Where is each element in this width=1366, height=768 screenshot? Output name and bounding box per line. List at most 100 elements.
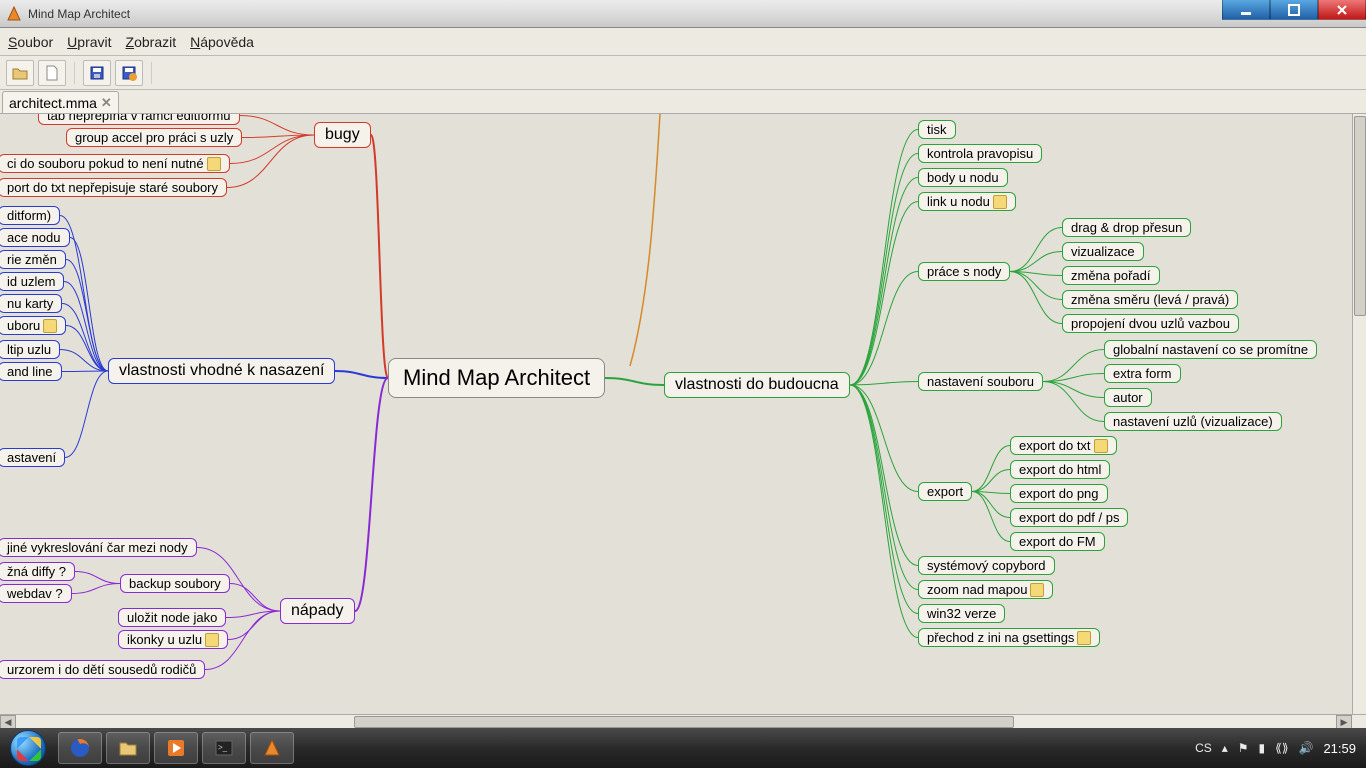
menubar: Soubor Upravit Zobrazit Nápověda (0, 28, 1366, 56)
menu-napoveda[interactable]: Nápověda (190, 34, 254, 50)
toolbar (0, 56, 1366, 90)
mindmap-node[interactable]: tisk (918, 120, 956, 139)
mindmap-node[interactable]: body u nodu (918, 168, 1008, 187)
mindmap-node[interactable]: ci do souboru pokud to není nutné (0, 154, 230, 173)
mindmap-node[interactable]: systémový copybord (918, 556, 1055, 575)
battery-icon[interactable]: ▮ (1259, 741, 1266, 755)
mindmap-node[interactable]: and line (0, 362, 62, 381)
save-button[interactable] (83, 60, 111, 86)
flag-icon (207, 157, 221, 171)
flag-icon (1030, 583, 1044, 597)
mindmap-canvas[interactable]: Mind Map Architect bugy tab nepřepíná v rá… (0, 114, 1366, 714)
vertical-scrollbar[interactable] (1352, 114, 1366, 714)
mindmap-node[interactable]: ltip uzlu (0, 340, 60, 359)
mindmap-node[interactable]: vizualizace (1062, 242, 1144, 261)
new-button[interactable] (38, 60, 66, 86)
mindmap-node[interactable]: export do html (1010, 460, 1110, 479)
scrollbar-thumb[interactable] (1354, 116, 1366, 316)
mindmap-node[interactable]: export do FM (1010, 532, 1105, 551)
mindmap-node[interactable]: práce s nody (918, 262, 1010, 281)
volume-icon[interactable]: 🔊 (1299, 741, 1314, 755)
tab-close-icon[interactable]: ✕ (101, 95, 112, 111)
mindmap-node[interactable]: globalní nastavení co se promítne (1104, 340, 1317, 359)
mindmap-node[interactable]: uložit node jako (118, 608, 226, 627)
mindmap-node[interactable]: drag & drop přesun (1062, 218, 1191, 237)
document-tab[interactable]: architect.mma ✕ (2, 91, 119, 113)
mindmap-node[interactable]: export (918, 482, 972, 501)
tray-chevron-icon[interactable]: ▴ (1222, 741, 1228, 755)
close-button[interactable] (1318, 0, 1366, 20)
taskbar-media[interactable] (154, 732, 198, 764)
wifi-icon[interactable]: ⟪⟫ (1275, 741, 1288, 755)
mindmap-node[interactable]: export do png (1010, 484, 1108, 503)
flag-icon (993, 195, 1007, 209)
horizontal-scrollbar[interactable]: ◀ ▶ (0, 714, 1366, 728)
toolbar-separator (74, 62, 75, 84)
mindmap-node[interactable]: propojení dvou uzlů vazbou (1062, 314, 1239, 333)
window-title: Mind Map Architect (28, 7, 130, 21)
window-controls (1222, 0, 1366, 20)
start-button[interactable] (0, 728, 56, 768)
mindmap-node[interactable]: nastavení uzlů (vizualizace) (1104, 412, 1282, 431)
language-indicator[interactable]: CS (1195, 741, 1212, 755)
mindmap-node[interactable]: id uzlem (0, 272, 64, 291)
minimize-button[interactable] (1222, 0, 1270, 20)
mindmap-node[interactable]: rie změn (0, 250, 66, 269)
mindmap-node[interactable]: backup soubory (120, 574, 230, 593)
mindmap-node[interactable]: win32 verze (918, 604, 1005, 623)
mindmap-node[interactable]: ikonky u uzlu (118, 630, 228, 649)
mindmap-node[interactable]: ditform) (0, 206, 60, 225)
open-button[interactable] (6, 60, 34, 86)
toolbar-separator (151, 62, 152, 84)
menu-zobrazit[interactable]: Zobrazit (126, 34, 177, 50)
mindmap-node[interactable]: Mind Map Architect (388, 358, 605, 398)
mindmap-node[interactable]: port do txt nepřepisuje staré soubory (0, 178, 227, 197)
mindmap-node[interactable]: astavení (0, 448, 65, 467)
svg-text:>_: >_ (218, 743, 228, 752)
mindmap-node[interactable]: group accel pro práci s uzly (66, 128, 242, 147)
mindmap-node[interactable]: export do pdf / ps (1010, 508, 1128, 527)
save-as-button[interactable] (115, 60, 143, 86)
scrollbar-thumb[interactable] (354, 716, 1014, 728)
maximize-button[interactable] (1270, 0, 1318, 20)
mindmap-node[interactable]: webdav ? (0, 584, 72, 603)
flag-icon (205, 633, 219, 647)
mindmap-node[interactable]: změna směru (levá / pravá) (1062, 290, 1238, 309)
mindmap-node[interactable]: export do txt (1010, 436, 1117, 455)
mindmap-node[interactable]: bugy (314, 122, 371, 148)
taskbar: >_ CS ▴ ⚑ ▮ ⟪⟫ 🔊 21:59 (0, 728, 1366, 768)
clock[interactable]: 21:59 (1323, 741, 1356, 756)
taskbar-firefox[interactable] (58, 732, 102, 764)
mindmap-node[interactable]: uboru (0, 316, 66, 335)
mindmap-node[interactable]: žná diffy ? (0, 562, 75, 581)
mindmap-node[interactable]: nápady (280, 598, 355, 624)
taskbar-mindmap[interactable] (250, 732, 294, 764)
mindmap-node[interactable]: nastavení souboru (918, 372, 1043, 391)
scroll-right-button[interactable]: ▶ (1336, 715, 1352, 729)
titlebar: Mind Map Architect (0, 0, 1366, 28)
scroll-left-button[interactable]: ◀ (0, 715, 16, 729)
taskbar-terminal[interactable]: >_ (202, 732, 246, 764)
mindmap-node[interactable]: nu karty (0, 294, 62, 313)
mindmap-node[interactable]: změna pořadí (1062, 266, 1160, 285)
mindmap-node[interactable]: přechod z ini na gsettings (918, 628, 1100, 647)
mindmap-node[interactable]: vlastnosti vhodné k nasazení (108, 358, 335, 384)
mindmap-node[interactable]: extra form (1104, 364, 1181, 383)
mindmap-node[interactable]: urzorem i do dětí sousedů rodičů (0, 660, 205, 679)
windows-orb-icon (10, 730, 46, 766)
mindmap-node[interactable]: tab nepřepíná v rámci editformu (38, 114, 240, 125)
mindmap-node[interactable]: ace nodu (0, 228, 70, 247)
mindmap-node[interactable]: link u nodu (918, 192, 1016, 211)
menu-upravit[interactable]: Upravit (67, 34, 111, 50)
mindmap-node[interactable]: zoom nad mapou (918, 580, 1053, 599)
tab-label: architect.mma (9, 95, 97, 111)
flag-icon (1077, 631, 1091, 645)
mindmap-node[interactable]: autor (1104, 388, 1152, 407)
mindmap-node[interactable]: vlastnosti do budoucna (664, 372, 850, 398)
mindmap-node[interactable]: kontrola pravopisu (918, 144, 1042, 163)
mindmap-node[interactable]: jiné vykreslování čar mezi nody (0, 538, 197, 557)
flag-icon[interactable]: ⚑ (1238, 741, 1249, 755)
taskbar-explorer[interactable] (106, 732, 150, 764)
menu-soubor[interactable]: Soubor (8, 34, 53, 50)
system-tray: CS ▴ ⚑ ▮ ⟪⟫ 🔊 21:59 (1195, 741, 1366, 756)
